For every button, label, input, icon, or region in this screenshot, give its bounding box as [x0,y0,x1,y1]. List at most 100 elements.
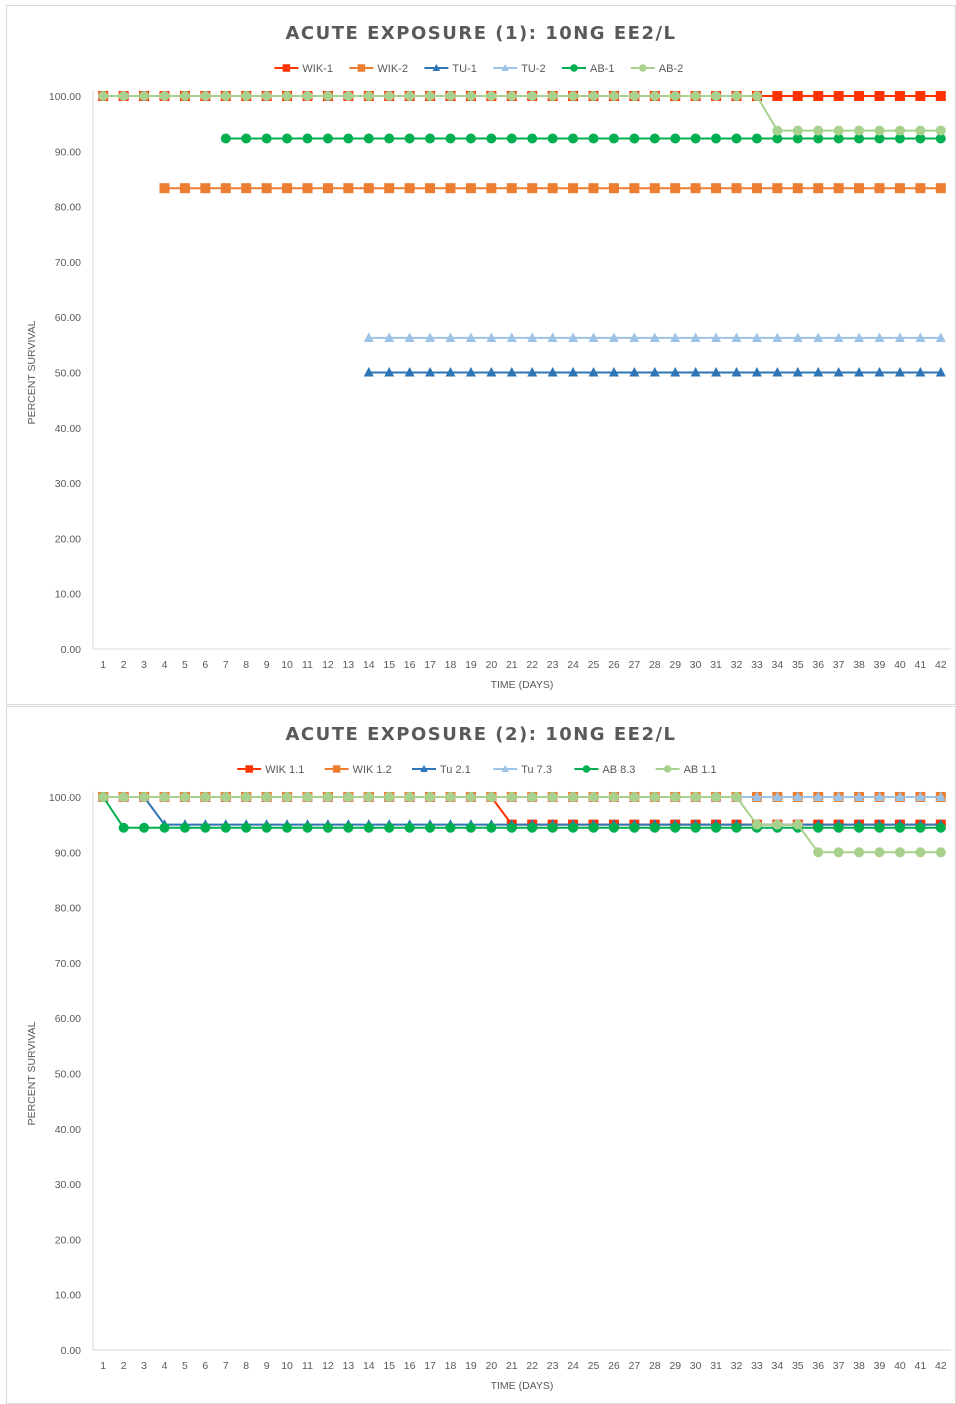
data-point [711,91,722,101]
data-point [322,822,333,833]
y-tick-label: 50.00 [55,368,81,380]
data-point [731,183,742,194]
data-point [425,91,436,101]
data-point [649,183,660,194]
data-point [915,183,926,194]
data-point [486,91,497,101]
data-point [404,183,415,194]
x-tick-label: 29 [669,659,681,671]
data-point [670,332,681,342]
y-axis-title: PERCENT SURVIVAL [26,320,38,424]
data-point [445,792,456,802]
data-point [894,183,905,194]
y-tick-label: 20.00 [55,533,81,545]
data-point [363,792,374,802]
data-point [322,183,333,194]
data-point [139,91,150,101]
data-point [343,183,354,194]
legend-entry: WIK 1.1 [237,764,304,776]
data-point [854,847,865,858]
data-point [588,332,599,342]
data-point [772,91,783,101]
x-tick-label: 33 [751,659,763,671]
x-tick-label: 3 [141,659,147,671]
legend-entry: WIK 1.2 [324,764,392,776]
legend-label: WIK 1.2 [353,764,392,776]
data-point [608,822,619,833]
data-point [588,792,599,802]
x-tick-label: 19 [465,1360,477,1372]
y-tick-label: 100.00 [49,91,81,103]
x-tick-label: 4 [162,1360,168,1372]
x-tick-label: 8 [243,1360,249,1372]
data-point [486,822,497,833]
data-point [118,822,129,833]
y-tick-label: 90.00 [55,146,81,158]
legend-label: AB 1.1 [684,764,717,776]
data-point [854,332,865,342]
data-point [363,822,374,833]
data-point [241,183,252,194]
data-point [772,332,783,342]
x-tick-label: 1 [100,1360,106,1372]
data-point [833,133,844,144]
data-point [629,822,640,833]
data-point [568,91,579,101]
data-point [568,133,579,144]
data-point [465,822,476,833]
data-point [220,183,231,194]
legend-marker [245,765,253,773]
data-point [547,91,558,101]
data-point [751,819,762,830]
data-point [792,367,803,377]
data-point [915,91,926,101]
data-point [854,822,865,833]
data-point [159,822,170,833]
legend-label: WIK-2 [377,63,408,75]
data-point [711,183,722,194]
data-point [506,183,517,194]
x-tick-label: 10 [281,659,293,671]
data-point [404,792,415,802]
data-point [894,125,905,136]
data-point [854,91,865,101]
data-point [874,367,885,377]
series [159,183,946,194]
x-tick-label: 23 [547,1360,559,1372]
x-tick-label: 27 [629,1360,641,1372]
y-tick-label: 80.00 [55,202,81,214]
data-point [527,367,538,377]
legend-marker [501,764,509,772]
data-point [200,822,211,833]
data-point [302,133,313,144]
x-tick-label: 4 [162,659,168,671]
x-tick-label: 27 [629,659,641,671]
data-point [241,822,252,833]
data-point [425,822,436,833]
data-point [241,91,252,101]
data-point [588,91,599,101]
data-point [527,133,538,144]
data-point [833,91,844,101]
data-point [465,183,476,194]
x-tick-label: 42 [935,1360,947,1372]
data-point [282,91,293,101]
data-point [915,133,926,144]
data-point [731,822,742,833]
x-tick-label: 2 [121,1360,127,1372]
data-point [322,133,333,144]
data-point [854,133,865,144]
data-point [690,133,701,144]
data-point [241,792,252,802]
data-point [833,822,844,833]
data-point [833,791,844,801]
data-point [527,792,538,802]
data-point [343,91,354,101]
x-tick-label: 37 [833,1360,845,1372]
legend-marker [582,765,591,773]
data-point [608,332,619,342]
x-tick-label: 25 [588,659,600,671]
legend-marker [282,64,291,72]
x-tick-label: 24 [567,1360,579,1372]
data-point [241,133,252,144]
